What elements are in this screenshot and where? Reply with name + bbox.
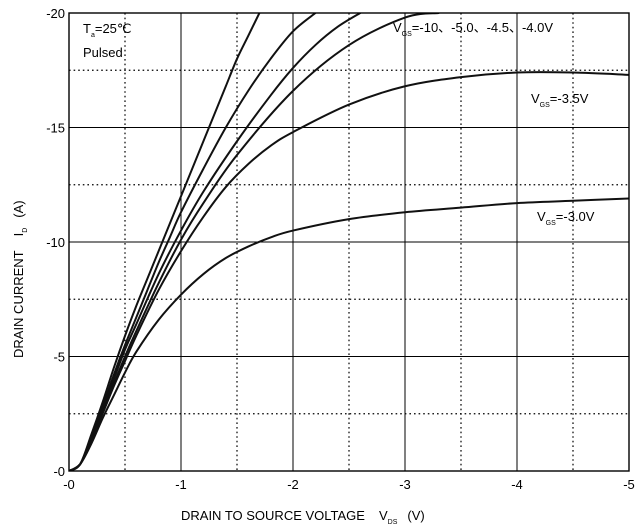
x-tick-label: -4 [511,477,523,492]
x-axis-title: DRAIN TO SOURCE VOLTAGE VDS (V) [181,508,425,526]
y-axis-title: DRAIN CURRENTID(A) [11,200,29,358]
y-tick-label: -5 [53,350,65,365]
grid-lines [69,13,629,471]
x-tick-label: -3 [399,477,411,492]
vgs-label-mid: VGS=-3.5V [531,91,589,109]
y-tick-label: -20 [46,6,65,21]
vgs-label-top: VGS=-10、-5.0、-4.5、-4.0V [393,20,553,38]
series-curves [69,13,629,471]
series-line-1 [69,13,261,471]
x-tick-label: -0 [63,477,75,492]
ambient-temp-label: Ta=25℃ [83,21,132,39]
x-tick-label: -5 [623,477,635,492]
pulsed-label: Pulsed [83,45,123,60]
y-tick-label: -15 [46,121,65,136]
y-tick-label: -10 [46,235,65,250]
x-tick-label: -2 [287,477,299,492]
y-tick-label: -0 [53,464,65,479]
series-line-6 [69,197,629,471]
y-tick-labels: -0 -5 -10 -15 -20 [46,6,65,479]
vgs-label-low: VGS=-3.0V [537,209,595,227]
series-line-5 [69,71,629,471]
x-tick-label: -1 [175,477,187,492]
x-tick-labels: -0 -1 -2 -3 -4 -5 [63,477,635,492]
plot-frame [68,12,630,472]
